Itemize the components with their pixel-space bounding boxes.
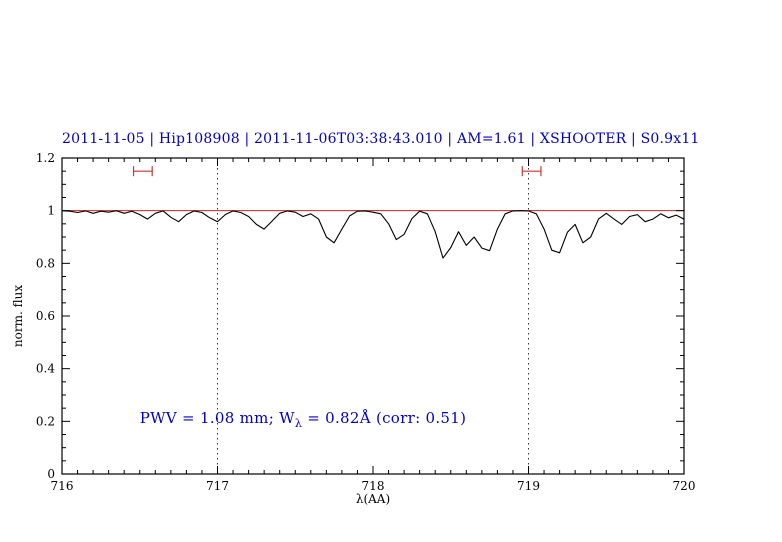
x-tick-label: 720	[673, 479, 696, 493]
y-tick-label: 0.4	[36, 362, 55, 376]
x-tick-label: 716	[51, 479, 74, 493]
y-tick-label: 0.6	[36, 309, 55, 323]
y-tick-label: 0.8	[36, 256, 55, 270]
y-axis-label: norm. flux	[11, 284, 25, 348]
x-tick-label: 719	[517, 479, 540, 493]
pwv-annotation: PWV = 1.08 mm; Wλ = 0.82Å (corr: 0.51)	[140, 409, 467, 430]
y-tick-label: 1.2	[36, 151, 55, 165]
pwv-annotation-post: = 0.82Å (corr: 0.51)	[302, 409, 467, 428]
x-tick-label: 718	[362, 479, 385, 493]
pwv-annotation-sub: λ	[294, 417, 303, 431]
x-axis-label: λ(AA)	[355, 492, 391, 506]
x-tick-label: 717	[206, 479, 229, 493]
spectrum-line	[61, 210, 685, 259]
pwv-annotation-pre: PWV = 1.08 mm; W	[139, 409, 295, 428]
y-tick-label: 1	[47, 204, 55, 218]
plot-title: 2011-11-05 | Hip108908 | 2011-11-06T03:3…	[62, 131, 700, 147]
y-tick-label: 0	[47, 467, 55, 481]
y-tick-label: 0.2	[36, 414, 55, 428]
